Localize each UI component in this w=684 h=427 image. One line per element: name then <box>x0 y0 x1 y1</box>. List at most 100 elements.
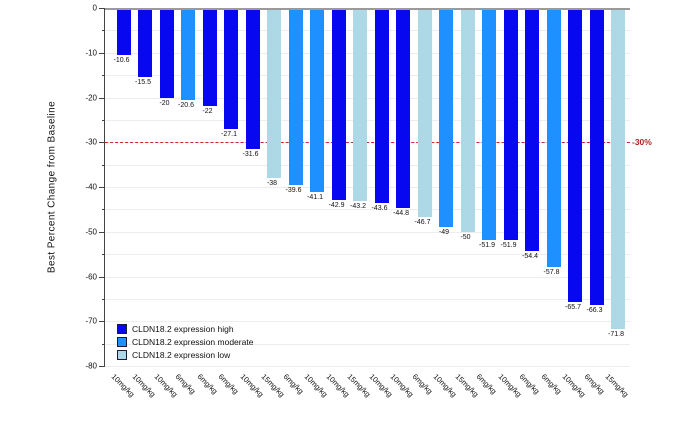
legend-label-low: CLDN18.2 expression low <box>132 349 231 360</box>
bar-value-label: -43.6 <box>371 205 388 213</box>
legend-item-moderate: CLDN18.2 expression moderate <box>117 335 253 348</box>
y-minor-tick <box>102 343 105 345</box>
bar-value-label: -15.5 <box>135 79 151 87</box>
bar-value-label: -44.8 <box>393 210 409 218</box>
y-major-tick <box>99 366 105 367</box>
bar-10mg/kg--51.9 <box>503 8 518 241</box>
bar-10mg/kg--31.6 <box>245 8 260 150</box>
bar-10mg/kg--10.6 <box>116 8 131 56</box>
bar-10mg/kg--43.6 <box>374 8 389 204</box>
bar-value-label: -42.9 <box>328 201 345 209</box>
bar-value-label: -71.8 <box>608 331 624 339</box>
bar-value-label: -50 <box>460 233 471 241</box>
y-tick-label: -60 <box>85 272 97 281</box>
bar-15mg/kg--50 <box>460 8 475 232</box>
x-axis-labels: 10mg/kg 10mg/kg 10mg/kg 6mg/kg 6mg/kg 6mg/kg 1… <box>105 370 665 427</box>
gridline <box>105 164 630 166</box>
gridline <box>105 343 630 345</box>
gridline <box>105 209 630 211</box>
gridline <box>105 97 630 99</box>
x-tick-label: 6mg/kg <box>195 372 219 396</box>
bar-15mg/kg--71.8 <box>611 8 625 330</box>
y-minor-tick <box>102 30 105 32</box>
plot-area: -10.6 -15.5 -20 -20.6 -22 -27.1 -31.6 -38 -39.6-… <box>105 8 630 367</box>
bar-value-label: -57.8 <box>543 268 560 276</box>
bar-value-label: -22 <box>202 108 213 116</box>
bar-6mg/kg--46.7 <box>417 8 432 217</box>
bar-value-label: -49 <box>438 229 450 237</box>
bar-10mg/kg--41.1 <box>310 8 324 192</box>
gridline <box>105 231 630 233</box>
bar-value-label: -31.6 <box>242 151 259 159</box>
y-major-tick <box>99 276 105 278</box>
bar-10mg/kg--42.9 <box>331 8 346 200</box>
reference-line-label: -30% <box>632 137 652 148</box>
bar-6mg/kg--39.6 <box>288 8 303 186</box>
bar-value-label: -51.9 <box>479 242 495 250</box>
bar-10mg/kg--44.8 <box>396 8 410 209</box>
bar-value-label: -54.4 <box>522 253 538 261</box>
y-major-tick <box>99 231 105 233</box>
y-minor-tick <box>102 164 105 166</box>
bar-value-label: -20 <box>159 99 170 107</box>
y-minor-tick <box>102 298 105 300</box>
y-minor-tick <box>102 209 105 211</box>
gridline <box>105 75 630 77</box>
y-axis-title: Best Percent Change from Baseline <box>46 100 58 274</box>
bar-value-label: -41.1 <box>307 193 323 201</box>
bar-value-label: -39.6 <box>285 187 302 195</box>
x-tick-label: 15mg/kg <box>603 372 631 399</box>
y-minor-tick <box>102 119 105 121</box>
y-tick-label: -30 <box>85 137 97 147</box>
legend-swatch-moderate <box>117 336 127 347</box>
gridline <box>105 321 630 323</box>
y-tick-label: -50 <box>85 227 97 237</box>
x-tick-label: 6mg/kg <box>539 372 563 396</box>
bar-6mg/kg--27.1 <box>224 8 238 130</box>
bar-10mg/kg--20 <box>159 8 174 98</box>
bar-value-label: -51.9 <box>500 242 517 250</box>
legend-label-moderate: CLDN18.2 expression moderate <box>132 336 254 347</box>
y-tick-label: -70 <box>85 316 97 326</box>
bar-6mg/kg--22 <box>202 8 217 107</box>
gridline <box>105 366 630 367</box>
zero-baseline <box>105 8 630 10</box>
bar-6mg/kg--54.4 <box>525 8 539 252</box>
bar-6mg/kg--51.9 <box>482 8 496 241</box>
legend-item-low: CLDN18.2 expression low <box>117 348 253 361</box>
legend: CLDN18.2 expression high CLDN18.2 expres… <box>117 322 253 361</box>
legend-swatch-low <box>117 349 127 360</box>
legend-label-high: CLDN18.2 expression high <box>132 323 234 334</box>
y-major-tick <box>99 52 105 54</box>
bar-value-label: -20.6 <box>178 102 194 110</box>
y-tick-label: -10 <box>85 48 97 58</box>
bar-6mg/kg--57.8 <box>546 8 561 267</box>
bar-15mg/kg--43.2 <box>353 8 367 202</box>
legend-item-high: CLDN18.2 expression high <box>117 322 253 335</box>
y-tick-label: -20 <box>85 93 97 102</box>
reference-line <box>105 142 630 144</box>
bar-15mg/kg--38 <box>267 8 281 179</box>
gridline <box>105 187 630 188</box>
bar-10mg/kg--49 <box>439 8 453 228</box>
bar-value-label: -65.7 <box>565 304 581 311</box>
y-minor-tick <box>102 254 105 256</box>
y-major-tick <box>99 142 105 144</box>
x-tick-label: 6mg/kg <box>216 372 241 396</box>
gridline <box>105 254 630 256</box>
bar-value-label: -66.3 <box>586 306 603 314</box>
y-tick-label: 0 <box>92 3 97 13</box>
gridline <box>105 276 630 278</box>
y-major-tick <box>99 321 105 323</box>
bar-10mg/kg--15.5 <box>138 8 152 78</box>
y-major-tick <box>99 97 105 99</box>
y-major-tick <box>99 8 105 9</box>
gridline <box>105 30 630 32</box>
gridline <box>105 298 630 300</box>
gridline <box>105 119 630 121</box>
bar-10mg/kg--65.7 <box>568 8 582 302</box>
bar-value-label: -46.7 <box>414 218 431 226</box>
legend-swatch-high <box>117 323 127 334</box>
bar-value-label: -10.6 <box>113 57 130 65</box>
